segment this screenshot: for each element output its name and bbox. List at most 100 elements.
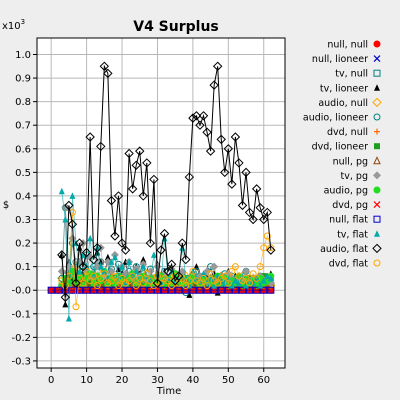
legend-marker: [372, 243, 382, 254]
legend-item: null, null: [327, 40, 381, 51]
chart-title: V4 Surplus: [133, 19, 219, 35]
legend: null, null null, lioneer tv, null tv, lione…: [303, 40, 382, 270]
data-point: [97, 258, 104, 265]
series-layer: [47, 61, 276, 322]
x-tick-label: 0: [48, 375, 54, 386]
data-point: [191, 111, 202, 121]
legend-item: tv, null: [335, 69, 381, 80]
x-tick-label: 60: [257, 375, 270, 386]
y-tick-label: 1.0: [15, 50, 31, 61]
y-tick-label: -0.3: [11, 356, 31, 367]
x-tick-label: 50: [222, 375, 235, 386]
data-point: [185, 277, 193, 285]
legend-marker: [373, 259, 381, 267]
data-point: [224, 286, 232, 294]
data-point: [104, 253, 111, 261]
data-point: [140, 256, 147, 263]
data-point: [57, 267, 66, 276]
data-point: [182, 282, 190, 289]
data-point: [189, 267, 197, 275]
data-point: [267, 286, 275, 294]
data-point: [118, 286, 126, 294]
data-point: [260, 244, 268, 252]
data-point: [181, 254, 191, 265]
data-point: [58, 187, 65, 195]
x-axis-label: Time: [156, 386, 181, 397]
data-point: [99, 61, 110, 71]
data-point: [262, 207, 272, 218]
data-point: [174, 271, 184, 281]
data-point: [69, 192, 76, 199]
plot-area: [37, 38, 285, 368]
data-point: [246, 279, 254, 287]
legend-label: null, pg: [333, 156, 368, 167]
data-point: [200, 274, 208, 282]
legend-marker: [373, 186, 381, 194]
legend-item: audio, flat: [320, 243, 382, 255]
data-point: [119, 273, 126, 280]
legend-label: audio, pg: [324, 186, 368, 197]
data-point: [129, 272, 137, 280]
legend-label: tv, lioneer: [320, 83, 368, 94]
series-15: [58, 208, 275, 311]
legend-item: tv, pg: [341, 171, 381, 182]
data-point: [81, 247, 92, 258]
legend-marker: [374, 143, 380, 150]
data-point: [103, 68, 113, 79]
data-point: [256, 263, 264, 271]
legend-item: audio, lioneer: [303, 113, 381, 124]
legend-label: dvd, pg: [332, 200, 368, 211]
data-point: [232, 277, 239, 284]
data-point: [87, 234, 94, 242]
legend-label: dvd, flat: [329, 259, 369, 270]
data-point: [238, 286, 246, 294]
plot-frame: [36, 37, 286, 369]
data-point: [126, 280, 133, 287]
x-tick-label: 10: [80, 375, 93, 386]
series-14: [57, 61, 276, 302]
data-point: [231, 286, 239, 294]
data-point: [85, 132, 95, 142]
data-point: [76, 267, 83, 275]
data-point: [257, 282, 264, 289]
legend-item: null, pg: [333, 156, 381, 167]
series-line: [61, 212, 272, 307]
data-point: [132, 286, 140, 294]
x-tick-label: 40: [187, 375, 200, 386]
legend-item: audio, null: [318, 97, 382, 109]
data-point: [198, 111, 209, 121]
data-point: [253, 274, 261, 282]
x-tick-label: 20: [116, 375, 129, 386]
data-point: [214, 279, 222, 287]
y-tick-label: 0.8: [15, 97, 31, 108]
data-point: [149, 174, 159, 185]
data-point: [140, 263, 147, 270]
data-point: [238, 277, 246, 285]
data-point: [157, 279, 165, 287]
legend-marker: [374, 230, 380, 237]
data-point: [182, 274, 189, 282]
y-tick-label: -0.2: [11, 333, 31, 344]
data-point: [108, 280, 115, 287]
data-point: [260, 277, 267, 284]
data-point: [200, 270, 207, 277]
data-point: [203, 267, 212, 276]
data-point: [235, 279, 242, 287]
data-point: [76, 286, 84, 294]
data-point: [156, 245, 166, 255]
data-point: [117, 238, 127, 248]
data-point: [152, 278, 163, 288]
y-tick-label: -0.1: [11, 309, 31, 320]
legend-item: tv, flat: [337, 229, 380, 240]
legend-marker: [373, 171, 381, 180]
data-point: [214, 272, 221, 280]
data-point: [139, 279, 147, 287]
data-point: [146, 267, 155, 276]
data-point: [96, 141, 106, 152]
data-point: [107, 277, 115, 285]
data-point: [161, 286, 169, 294]
data-point: [235, 272, 243, 280]
legend-marker: [374, 128, 380, 135]
legend-item: dvd, null: [327, 127, 380, 138]
